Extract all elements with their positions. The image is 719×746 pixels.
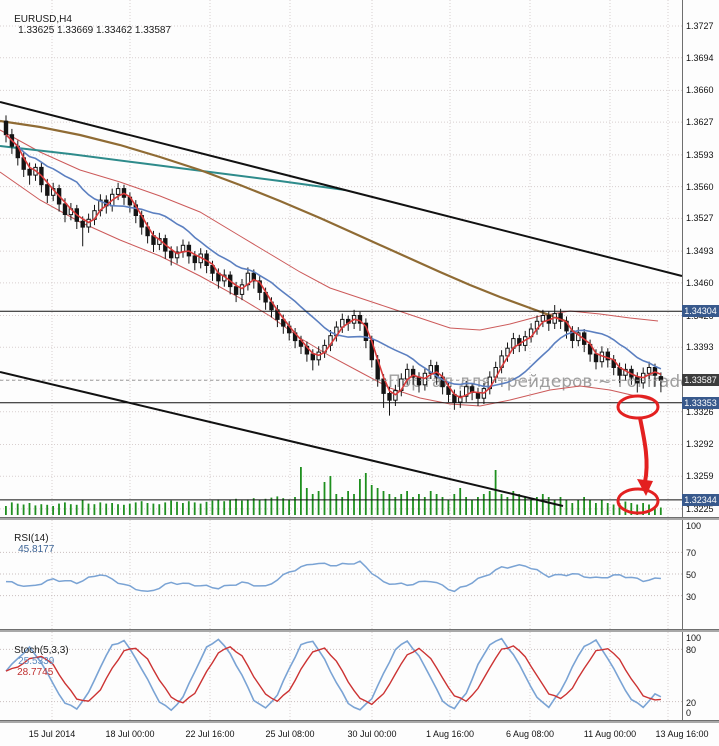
brown-slow-ma-line: [0, 119, 569, 324]
upper-descending-trendline[interactable]: [0, 101, 683, 277]
rsi-axis-label: 100: [686, 521, 702, 531]
stoch-axis-label: 0: [686, 708, 692, 718]
volume-bars: [5, 467, 662, 515]
price-axis-label: 1.3225: [686, 504, 714, 514]
price-axis-label: 1.3527: [686, 213, 714, 223]
stoch-main-line: [5, 637, 662, 712]
main-price-chart-panel[interactable]: [0, 0, 719, 519]
upper-band-line: [0, 129, 659, 331]
rsi-grid: [0, 520, 682, 629]
stochastic-indicator-panel[interactable]: [0, 632, 719, 721]
rsi-label: RSI(14): [14, 533, 49, 544]
lower-descending-trendline[interactable]: [0, 371, 564, 507]
time-axis-label: 22 Jul 16:00: [185, 729, 235, 739]
time-axis-label: 11 Aug 00:00: [583, 729, 637, 739]
stoch-axis-label: 100: [686, 633, 702, 643]
price-axis-label: 1.3593: [686, 150, 714, 160]
stoch-signal-line: [5, 645, 661, 706]
level-price-badge[interactable]: 1.32344: [682, 494, 719, 506]
stoch-main-value: 25.5339: [18, 656, 55, 667]
panel-separator-bottom: [0, 720, 719, 723]
teal-slow-ma-line: [0, 145, 346, 191]
price-axis-background: [683, 0, 719, 721]
time-axis-label: 13 Aug 16:00: [655, 729, 709, 739]
time-axis-label: 25 Jul 08:00: [265, 729, 315, 739]
rsi-title: RSI(14) 45.8177: [3, 522, 54, 566]
panel-separator-rsi-stoch[interactable]: [0, 629, 719, 632]
current-price-badge: 1.33587: [682, 374, 719, 386]
chart-title: EURUSD,H4 1.33625 1.33669 1.33462 1.3358…: [3, 3, 171, 47]
level-price-badge[interactable]: 1.33353: [682, 397, 719, 409]
level-price-badge[interactable]: 1.34304: [682, 305, 719, 317]
price-axis-label: 1.3493: [686, 246, 714, 256]
stoch-axis-label: 20: [686, 698, 697, 708]
price-axis-label: 1.3292: [686, 439, 714, 449]
symbol-timeframe-label: EURUSD,H4: [14, 14, 72, 25]
red-ma-line: [5, 134, 662, 399]
time-axis-label: 15 Jul 2014: [28, 729, 76, 739]
price-axis-label: 1.3326: [686, 407, 714, 417]
price-axis-label: 1.3727: [686, 21, 714, 31]
ohlc-readout: 1.33625 1.33669 1.33462 1.33587: [18, 25, 172, 36]
time-axis-label: 6 Aug 08:00: [505, 729, 555, 739]
time-axis-label: 18 Jul 00:00: [105, 729, 155, 739]
blue-ma-line: [5, 134, 662, 388]
main-grid: [0, 0, 682, 517]
price-axis-label: 1.3393: [686, 342, 714, 352]
time-axis-label: 1 Aug 16:00: [425, 729, 475, 739]
rsi-axis-label: 50: [686, 570, 697, 580]
horizontal-level-lines: [0, 310, 682, 501]
annotation-ellipse-2: [616, 487, 660, 515]
rsi-axis-label: 70: [686, 548, 697, 558]
annotation-arrow-head: [637, 479, 653, 496]
annotation-arrow-shaft: [638, 417, 649, 483]
annotation-red-markup: [616, 394, 660, 515]
price-axis-label: 1.3694: [686, 53, 714, 63]
time-axis-label: 30 Jul 00:00: [347, 729, 397, 739]
lower-band-line: [0, 171, 659, 407]
price-axis-label: 1.3627: [686, 117, 714, 127]
price-axis-label: 1.3660: [686, 85, 714, 95]
stoch-label: Stoch(5,3,3): [14, 645, 69, 656]
rsi-line: [5, 560, 661, 593]
price-axis-label: 1.3259: [686, 471, 714, 481]
candlesticks: [3, 115, 664, 416]
stoch-title: Stoch(5,3,3) 25.5339 28.7745: [3, 634, 69, 689]
price-axis-label: 1.3560: [686, 182, 714, 192]
panel-separator-main-rsi[interactable]: [0, 517, 719, 520]
stoch-axis-label: 80: [686, 645, 697, 655]
axis-separator-line: [682, 0, 683, 721]
annotation-ellipse-1: [616, 394, 660, 420]
rsi-indicator-panel[interactable]: [0, 520, 719, 629]
rsi-value: 45.8177: [18, 544, 55, 555]
stoch-signal-value: 28.7745: [17, 667, 54, 678]
price-axis-label: 1.3460: [686, 278, 714, 288]
rsi-axis-label: 30: [686, 592, 697, 602]
